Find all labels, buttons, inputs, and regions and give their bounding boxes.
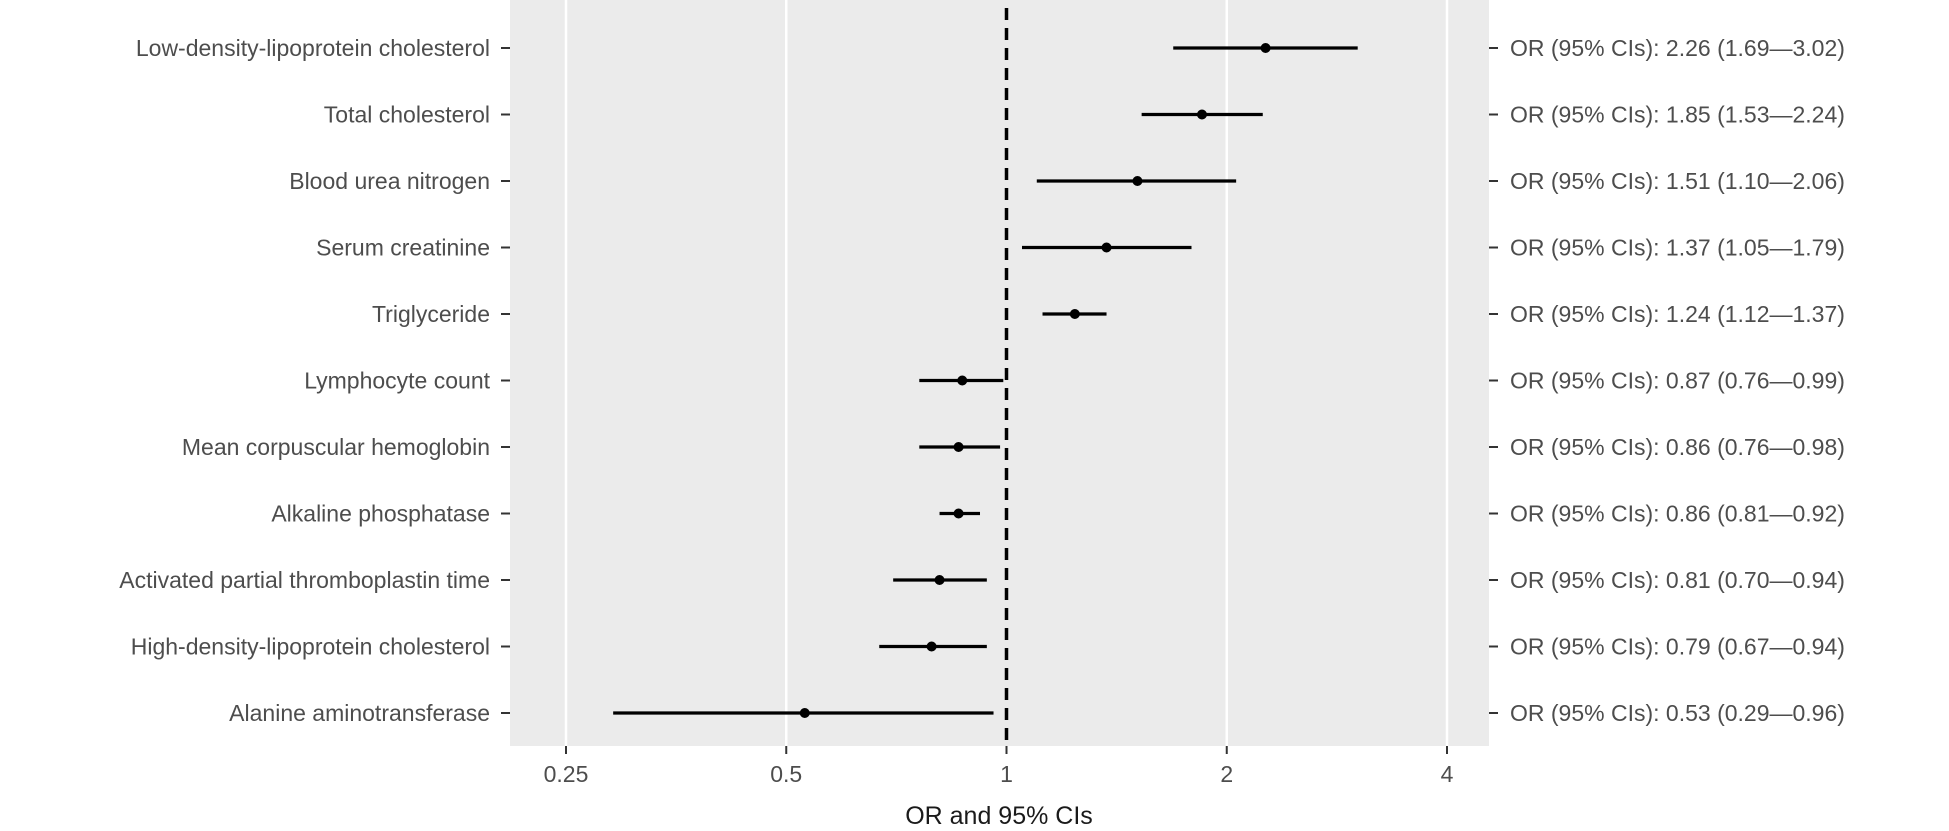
- row-2: Blood urea nitrogen OR (95% CIs): 1.51 (1…: [289, 168, 1845, 194]
- row-5: Lymphocyte count OR (95% CIs): 0.87 (0.76…: [304, 368, 1845, 394]
- row-or-label: OR (95% CIs): 0.79 (0.67—0.94): [1510, 634, 1845, 660]
- or-point: [926, 641, 937, 652]
- row-3: Serum creatinine OR (95% CIs): 1.37 (1.05…: [316, 235, 1845, 261]
- or-point: [957, 375, 968, 386]
- row-or-label: OR (95% CIs): 0.86 (0.81—0.92): [1510, 501, 1845, 527]
- row-1: Total cholesterol OR (95% CIs): 1.85 (1.5…: [324, 102, 1845, 128]
- row-label: Lymphocyte count: [304, 368, 490, 394]
- or-point: [1069, 309, 1080, 319]
- row-8: Activated partial thromboplastin time OR …: [119, 567, 1845, 593]
- x-axis: 0.25 0.5 1 2 4: [544, 746, 1454, 787]
- row-label: Activated partial thromboplastin time: [119, 567, 490, 593]
- row-or-label: OR (95% CIs): 0.81 (0.70—0.94): [1510, 567, 1845, 593]
- row-label: Alkaline phosphatase: [271, 501, 490, 527]
- row-or-label: OR (95% CIs): 0.87 (0.76—0.99): [1510, 368, 1845, 394]
- row-label: Triglyceride: [372, 301, 490, 327]
- row-or-label: OR (95% CIs): 0.53 (0.29—0.96): [1510, 700, 1845, 726]
- x-tick-label-4: 4: [1441, 761, 1454, 787]
- row-10: Alanine aminotransferase OR (95% CIs): 0.…: [229, 700, 1845, 726]
- or-point: [1132, 176, 1143, 186]
- or-point: [934, 575, 945, 585]
- x-tick-label-3: 2: [1220, 761, 1233, 787]
- panel-background: [510, 0, 1489, 746]
- row-label: Mean corpuscular hemoglobin: [182, 434, 490, 460]
- x-tick-label-1: 0.5: [770, 761, 802, 787]
- row-7: Alkaline phosphatase OR (95% CIs): 0.86 (…: [271, 501, 1845, 527]
- row-6: Mean corpuscular hemoglobin OR (95% CIs):…: [182, 434, 1845, 460]
- row-or-label: OR (95% CIs): 0.86 (0.76—0.98): [1510, 434, 1845, 460]
- row-or-label: OR (95% CIs): 1.24 (1.12—1.37): [1510, 301, 1845, 327]
- x-tick-label-0: 0.25: [544, 761, 589, 787]
- or-point: [953, 442, 964, 452]
- row-or-label: OR (95% CIs): 2.26 (1.69—3.02): [1510, 35, 1845, 61]
- or-point: [799, 708, 810, 718]
- rows-group: Low-density-lipoprotein cholesterol OR (9…: [119, 35, 1845, 726]
- row-label: Alanine aminotransferase: [229, 700, 490, 726]
- row-or-label: OR (95% CIs): 1.37 (1.05—1.79): [1510, 235, 1845, 261]
- row-label: High-density-lipoprotein cholesterol: [131, 634, 490, 660]
- or-point: [1101, 242, 1112, 253]
- or-point: [1260, 43, 1271, 53]
- x-tick-label-2: 1: [1000, 761, 1013, 787]
- row-0: Low-density-lipoprotein cholesterol OR (9…: [136, 35, 1845, 61]
- row-label: Serum creatinine: [316, 235, 490, 261]
- row-label: Blood urea nitrogen: [289, 168, 490, 194]
- row-or-label: OR (95% CIs): 1.51 (1.10—2.06): [1510, 168, 1845, 194]
- or-point: [953, 508, 964, 519]
- row-label: Total cholesterol: [324, 102, 490, 128]
- row-or-label: OR (95% CIs): 1.85 (1.53—2.24): [1510, 102, 1845, 128]
- or-point: [1196, 109, 1207, 120]
- x-axis-title: OR and 95% CIs: [905, 802, 1093, 830]
- row-4: Triglyceride OR (95% CIs): 1.24 (1.12—1.3…: [372, 301, 1845, 327]
- row-label: Low-density-lipoprotein cholesterol: [136, 35, 490, 61]
- row-9: High-density-lipoprotein cholesterol OR (…: [131, 634, 1845, 660]
- grid-lines: [564, 0, 1449, 746]
